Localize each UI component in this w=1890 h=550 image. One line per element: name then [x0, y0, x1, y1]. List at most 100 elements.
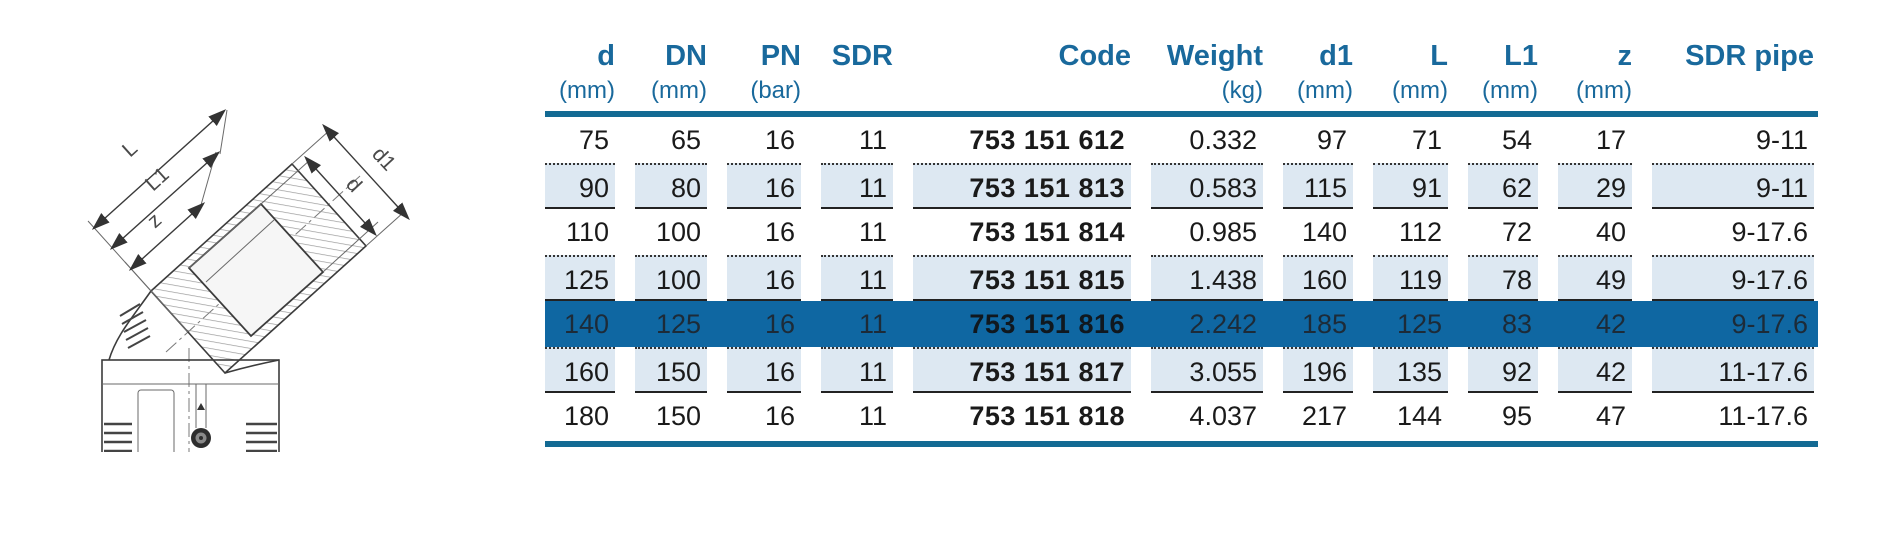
- cell: 80: [635, 163, 707, 209]
- column-header-sdr: SDR: [831, 40, 893, 72]
- column-unit-weight: (kg): [1221, 77, 1263, 104]
- cell: 150: [635, 347, 707, 393]
- column-unit-l1: (mm): [1482, 77, 1538, 104]
- cell: 40: [1595, 217, 1626, 247]
- column-unit-pn: (bar): [750, 77, 801, 104]
- column-unit-z: (mm): [1576, 77, 1632, 104]
- dimension-label-d: d: [341, 173, 366, 197]
- cell: 16: [727, 163, 801, 209]
- column-unit-d1: (mm): [1297, 77, 1353, 104]
- cell: 29: [1558, 163, 1632, 209]
- cell: 11: [858, 401, 887, 431]
- cell: 91: [1373, 163, 1448, 209]
- cell: 78: [1468, 255, 1538, 301]
- table-row[interactable]: 90 80 16 11 753 151 813 0.583 115 91 62 29 9-11: [545, 163, 1818, 209]
- indicator-triangle: [197, 403, 205, 410]
- cell: 112: [1398, 217, 1442, 247]
- cell: 9-11: [1755, 125, 1808, 155]
- cell: 65: [670, 125, 701, 155]
- spec-table: d DN PN SDR Code Weight d1 L L1 z SDR pipe (mm) (mm…: [545, 36, 1818, 447]
- cell: 16: [764, 217, 795, 247]
- cell: 90: [545, 163, 615, 209]
- column-header-sdr-pipe: SDR pipe: [1685, 40, 1814, 72]
- cell: 100: [655, 217, 701, 247]
- dimension-label-d1: d1: [367, 143, 400, 176]
- cell: 9-17.6: [1652, 255, 1814, 301]
- cell: 0.583: [1151, 163, 1263, 209]
- cell-code: 753 151 817: [913, 347, 1131, 393]
- cell: 11: [821, 347, 893, 393]
- column-header-d: d: [597, 40, 615, 72]
- cell: 16: [727, 347, 801, 393]
- cell: 160: [1283, 255, 1353, 301]
- table-row[interactable]: 110 100 16 11 753 151 814 0.985 140 112 72 40 9-17…: [545, 209, 1818, 255]
- bottom-rule: [545, 441, 1818, 447]
- cell: 217: [1301, 401, 1347, 431]
- table-units-row: (mm) (mm) (bar) (kg) (mm) (mm) (mm) (mm): [545, 76, 1818, 108]
- cell: 92: [1468, 347, 1538, 393]
- cell: 11: [821, 255, 893, 301]
- cell: 49: [1558, 255, 1632, 301]
- header-rule: [545, 111, 1818, 117]
- cell: 0.332: [1189, 125, 1257, 155]
- table-row[interactable]: 160 150 16 11 753 151 817 3.055 196 135 92 42 11-1…: [545, 347, 1818, 393]
- cell: 42: [1558, 347, 1632, 393]
- cell: 11: [821, 163, 893, 209]
- cell: 185: [1301, 309, 1347, 339]
- dimension-label-z: z: [143, 209, 166, 233]
- cell: 115: [1283, 163, 1353, 209]
- fitting-drawing: L L1 z d d1: [87, 109, 410, 452]
- cell: 47: [1595, 401, 1626, 431]
- column-header-d1: d1: [1319, 40, 1353, 72]
- column-unit-l: (mm): [1392, 77, 1448, 104]
- bend-outer: [108, 290, 152, 361]
- cell: 3.055: [1151, 347, 1263, 393]
- column-header-code: Code: [1058, 40, 1132, 72]
- cell-code: 753 151 814: [969, 217, 1125, 247]
- cell: 42: [1595, 309, 1626, 339]
- cell: 62: [1468, 163, 1538, 209]
- cell: 150: [655, 401, 701, 431]
- cell: 17: [1595, 125, 1626, 155]
- cell: 97: [1316, 125, 1347, 155]
- column-header-dn: DN: [665, 40, 707, 72]
- table-body: 75 65 16 11 753 151 612 0.332 97 71 54 17 9-11 90 80…: [545, 117, 1818, 439]
- cell: 54: [1501, 125, 1532, 155]
- cell: 95: [1501, 401, 1532, 431]
- column-unit-dn: (mm): [651, 77, 707, 104]
- table-row-selected[interactable]: 140 125 16 11 753 151 816 2.242 185 125 83 42 9-17…: [545, 301, 1818, 347]
- cell-code: 753 151 816: [969, 309, 1125, 339]
- dimension-label-L: L: [118, 137, 142, 162]
- table-row[interactable]: 125 100 16 11 753 151 815 1.438 160 119 78 49 9-17…: [545, 255, 1818, 301]
- cell: 83: [1501, 309, 1532, 339]
- table-row[interactable]: 75 65 16 11 753 151 612 0.332 97 71 54 17 9-11: [545, 117, 1818, 163]
- cell: 196: [1283, 347, 1353, 393]
- cell: 0.985: [1189, 217, 1257, 247]
- cell: 9-17.6: [1731, 309, 1808, 339]
- label-plate: [137, 389, 175, 452]
- cell-code: 753 151 818: [969, 401, 1125, 431]
- cell-code: 753 151 815: [913, 255, 1131, 301]
- column-header-pn: PN: [760, 40, 801, 72]
- cell: 11: [858, 309, 887, 339]
- cell-code: 753 151 612: [969, 125, 1125, 155]
- column-header-z: z: [1617, 40, 1633, 72]
- cell: 16: [727, 255, 801, 301]
- cell: 100: [635, 255, 707, 301]
- cell: 72: [1501, 217, 1532, 247]
- cell: 119: [1373, 255, 1448, 301]
- table-row[interactable]: 180 150 16 11 753 151 818 4.037 217 144 95 47 11-1…: [545, 393, 1818, 439]
- cell: 75: [578, 125, 609, 155]
- face-inner-edge: [205, 219, 275, 283]
- body-ribs-left: [104, 422, 132, 452]
- cell: 160: [545, 347, 615, 393]
- body-outline: [101, 359, 280, 452]
- cell: 140: [563, 309, 609, 339]
- cell: 11: [858, 125, 887, 155]
- fusion-terminals: [191, 384, 211, 448]
- cell: 180: [563, 401, 609, 431]
- cell: 16: [764, 309, 795, 339]
- dimension-label-L1: L1: [141, 163, 174, 196]
- cell: 1.438: [1151, 255, 1263, 301]
